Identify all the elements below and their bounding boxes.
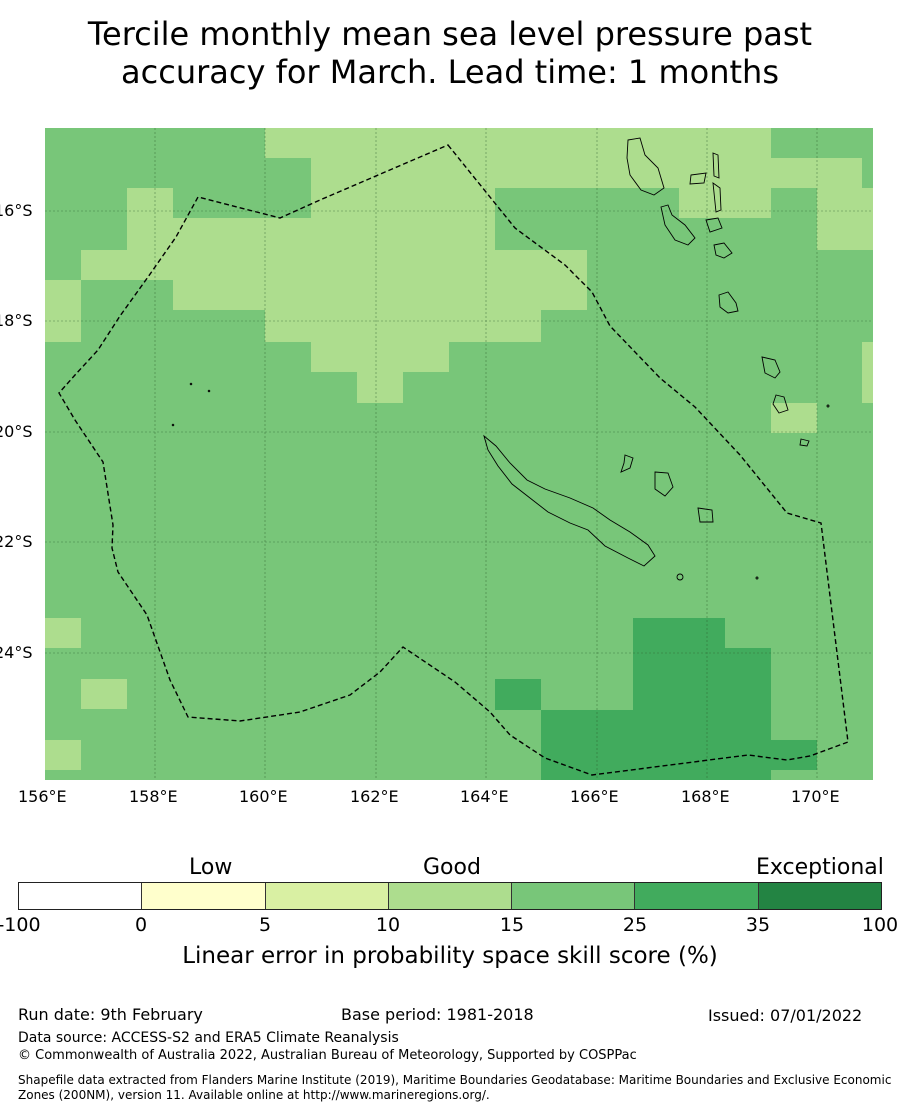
map-gridlines	[45, 128, 873, 780]
colorbar-segment	[758, 883, 881, 909]
lon-tick-166e: 166°E	[570, 787, 619, 806]
colorbar-tick: -100	[0, 914, 41, 936]
colorbar-segment	[265, 883, 389, 909]
islands	[171, 137, 830, 581]
eez-boundary	[58, 144, 849, 776]
category-good-label: Good	[423, 855, 481, 880]
lon-tick-162e: 162°E	[350, 787, 399, 806]
colorbar-tick: 5	[258, 914, 272, 936]
data-source: Data source: ACCESS-S2 and ERA5 Climate …	[18, 1030, 399, 1046]
colorbar-segment	[142, 883, 266, 909]
run-date: Run date: 9th February	[18, 1005, 203, 1024]
copyright-notice: © Commonwealth of Australia 2022, Austra…	[18, 1048, 637, 1063]
skill-regions-25-35	[495, 618, 817, 780]
lat-tick-22s: 22°S	[0, 532, 33, 551]
lon-tick-156e: 156°E	[18, 787, 67, 806]
shapefile-credit: Shapefile data extracted from Flanders M…	[18, 1073, 892, 1102]
colorbar-tick: 100	[861, 914, 899, 936]
map-title-line-1: Tercile monthly mean sea level pressure …	[87, 15, 813, 53]
colorbar-segment	[512, 883, 636, 909]
skill-score-map	[45, 128, 873, 780]
issued-date: Issued: 07/01/2022	[708, 1006, 863, 1025]
lon-tick-164e: 164°E	[460, 787, 509, 806]
colorbar-segment	[635, 883, 759, 909]
loyalty-islands	[620, 454, 714, 523]
lon-tick-158e: 158°E	[129, 787, 178, 806]
colorbar-tick: 15	[499, 914, 525, 936]
colorbar-tick: 0	[134, 914, 148, 936]
lat-tick-24s: 24°S	[0, 643, 33, 662]
lat-tick-20s: 20°S	[0, 422, 33, 441]
lon-tick-160e: 160°E	[239, 787, 288, 806]
colorbar-tick: 25	[622, 914, 648, 936]
colorbar	[18, 882, 882, 910]
lat-tick-16s: 16°S	[0, 201, 33, 220]
map-title-line-2: accuracy for March. Lead time: 1 months	[121, 53, 779, 91]
category-exceptional-label: Exceptional	[756, 855, 884, 880]
colorbar-tick: 35	[745, 914, 771, 936]
category-low-label: Low	[189, 855, 233, 880]
colorbar-segment	[19, 883, 143, 909]
new-caledonia-island	[483, 434, 656, 567]
vanuatu-islands	[626, 137, 810, 447]
lat-tick-18s: 18°S	[0, 311, 33, 330]
colorbar-tick: 10	[375, 914, 401, 936]
colorbar-segment	[388, 883, 513, 909]
lon-tick-170e: 170°E	[791, 787, 840, 806]
base-period: Base period: 1981-2018	[341, 1005, 534, 1024]
skill-regions-10-15	[45, 128, 873, 770]
colorbar-title: Linear error in probability space skill …	[182, 943, 718, 969]
lon-tick-168e: 168°E	[681, 787, 730, 806]
